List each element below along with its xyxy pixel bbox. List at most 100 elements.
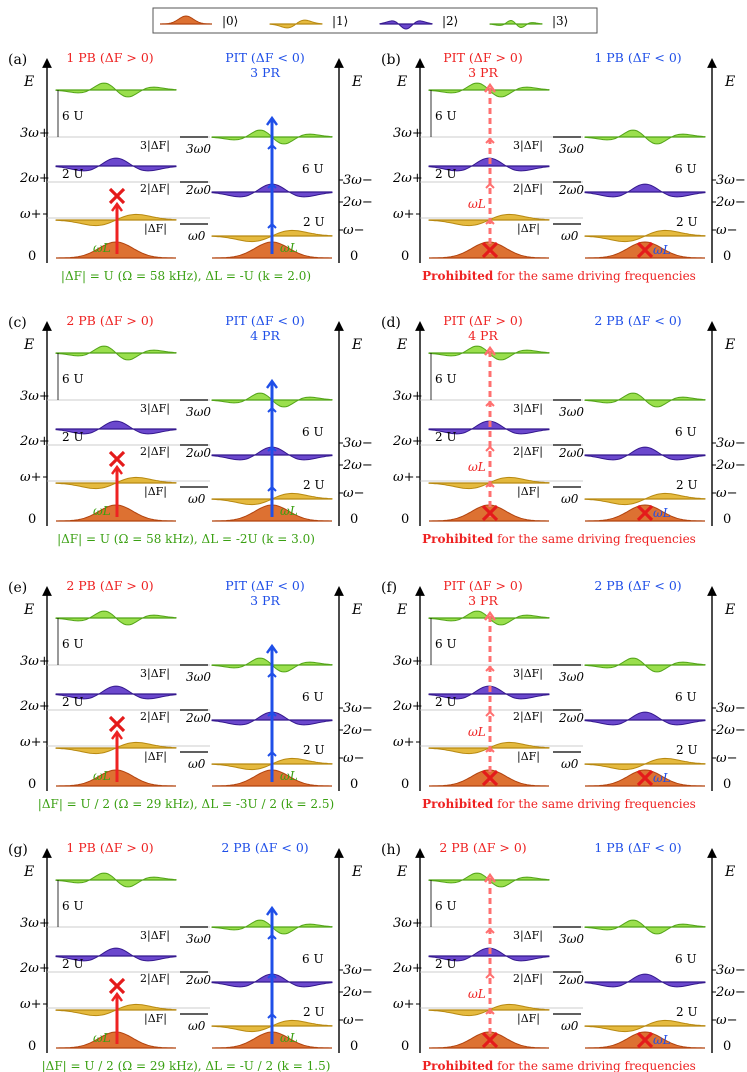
prohibited-rest: for the same driving frequencies (493, 269, 696, 283)
chevron-up-icon (485, 972, 495, 979)
omega-minus-label: 3ω− (716, 963, 746, 978)
left-title: PIT (ΔF > 0) (443, 50, 523, 65)
prohibited-cross-icon (108, 715, 126, 733)
spacing-2u-right: 2 U (676, 215, 698, 229)
detuning-delta: |ΔF| (144, 750, 167, 764)
detuning-delta: |ΔF| (144, 1012, 167, 1026)
right-state-2 (584, 973, 706, 988)
spacing-2u: 2 U (62, 430, 84, 444)
energy-label: E (724, 74, 735, 90)
omega-l-left: ωL (468, 460, 486, 474)
omega-minus-label: ω− (343, 751, 365, 766)
omega-l-left: ωL (468, 987, 486, 1001)
detuning-2delta: 2|ΔF| (513, 710, 543, 724)
spacing-6u: 6 U (435, 372, 457, 386)
arrow-head-icon (111, 729, 123, 740)
right-subtitle: 4 PR (250, 328, 280, 343)
omega-l-right: ωL (653, 506, 671, 520)
chevron-up-icon (485, 218, 495, 225)
detuning-3delta: 3|ΔF| (140, 402, 170, 416)
omega-l-right: ωL (280, 1031, 298, 1045)
prohibited-bold: Prohibited (422, 532, 494, 546)
left-state-2 (55, 947, 177, 962)
omega-l-right: ωL (280, 769, 298, 783)
right-title: 2 PB (ΔF < 0) (594, 313, 681, 328)
prohibited-bold: Prohibited (422, 797, 494, 811)
spacing-6u: 6 U (435, 109, 457, 123)
omega0-2: 2ω0 (185, 973, 211, 987)
prohibited-cross-icon (108, 450, 126, 468)
omega-plus-label: 2ω+ (19, 434, 50, 449)
prohibited-cross-icon (636, 769, 654, 787)
zero-label: 0 (350, 777, 358, 792)
right-title: 1 PB (ΔF < 0) (594, 50, 681, 65)
detuning-delta: |ΔF| (517, 750, 540, 764)
parameter-caption: |ΔF| = U (Ω = 58 kHz), ΔL = -2U (k = 3.0… (57, 532, 315, 546)
omega0-3: 3ω0 (559, 670, 584, 684)
chevron-up-icon (485, 445, 495, 452)
omega-plus-label: 2ω+ (392, 961, 423, 976)
chevron-up-icon (267, 710, 277, 717)
prohibited-cross-icon (481, 769, 499, 787)
spacing-2u: 2 U (435, 695, 457, 709)
spacing-6u-right: 6 U (675, 952, 697, 966)
omega-plus-label: 2ω+ (392, 699, 423, 714)
omega0-3: 3ω0 (186, 932, 211, 946)
spacing-2u-right: 2 U (303, 478, 325, 492)
arrow-head-icon (484, 345, 496, 356)
omega0-3: 3ω0 (186, 670, 211, 684)
zero-label: 0 (28, 249, 36, 264)
arrow-head-icon (484, 610, 496, 621)
arrow-head-icon (484, 872, 496, 883)
spacing-6u: 6 U (435, 637, 457, 651)
panel-b: (b) PIT (ΔF > 0) 1 PB (ΔF < 0) 3 PR E E 0 0 ω+ 2ω… (381, 50, 746, 283)
spacing-6u-right: 6 U (675, 425, 697, 439)
spacing-6u-right: 6 U (302, 690, 324, 704)
zero-label: 0 (723, 249, 731, 264)
detuning-3delta: 3|ΔF| (513, 139, 543, 153)
prohibited-caption: Prohibited for the same driving frequenc… (422, 797, 696, 811)
chevron-up-icon (267, 222, 277, 229)
prohibited-bold: Prohibited (422, 1059, 494, 1072)
omega-plus-label: ω+ (393, 207, 415, 222)
omega-plus-label: 2ω+ (19, 961, 50, 976)
left-title: 2 PB (ΔF > 0) (66, 578, 153, 593)
zero-label: 0 (28, 512, 36, 527)
energy-label: E (23, 337, 34, 353)
detuning-delta: |ΔF| (144, 222, 167, 236)
spacing-6u-right: 6 U (302, 425, 324, 439)
zero-label: 0 (723, 512, 731, 527)
panel-c: (c) 2 PB (ΔF > 0) PIT (ΔF < 0)4 PR E E 0 0 ω+ 2ω… (8, 313, 373, 546)
chevron-up-icon (485, 1008, 495, 1015)
zero-label: 0 (28, 777, 36, 792)
chevron-up-icon (485, 710, 495, 717)
detuning-2delta: 2|ΔF| (513, 182, 543, 196)
omega-minus-label: ω− (716, 1013, 738, 1028)
omega0-1: ω0 (188, 1019, 206, 1033)
spacing-2u-right: 2 U (303, 743, 325, 757)
spacing-2u: 2 U (62, 695, 84, 709)
chevron-up-icon (485, 481, 495, 488)
panel-h: (h) 2 PB (ΔF > 0) 1 PB (ΔF < 0) E E 0 0 ω+ 2ω+ 3ω… (381, 840, 746, 1072)
omega0-3: 3ω0 (186, 405, 211, 419)
prohibited-cross-icon (481, 1031, 499, 1049)
omega0-1: ω0 (561, 757, 579, 771)
detuning-3delta: 3|ΔF| (513, 667, 543, 681)
energy-label: E (396, 602, 407, 618)
omega0-3: 3ω0 (559, 405, 584, 419)
omega-l-left: ωL (93, 769, 111, 783)
zero-label: 0 (723, 777, 731, 792)
detuning-2delta: 2|ΔF| (140, 182, 170, 196)
left-title: 1 PB (ΔF > 0) (66, 840, 153, 855)
detuning-2delta: 2|ΔF| (513, 445, 543, 459)
omega-plus-label: ω+ (20, 735, 42, 750)
spacing-2u-right: 2 U (303, 215, 325, 229)
omega0-2: 2ω0 (185, 183, 211, 197)
energy-label: E (396, 337, 407, 353)
left-title: PIT (ΔF > 0) (443, 313, 523, 328)
left-state-2 (55, 685, 177, 700)
panel-a: (a) 1 PB (ΔF > 0) PIT (ΔF < 0)3 PR E E 0 0 ω+ 2ω… (8, 50, 373, 283)
chevron-up-icon (267, 182, 277, 189)
panel-id: (h) (381, 842, 401, 858)
omega-l-left: ωL (468, 725, 486, 739)
